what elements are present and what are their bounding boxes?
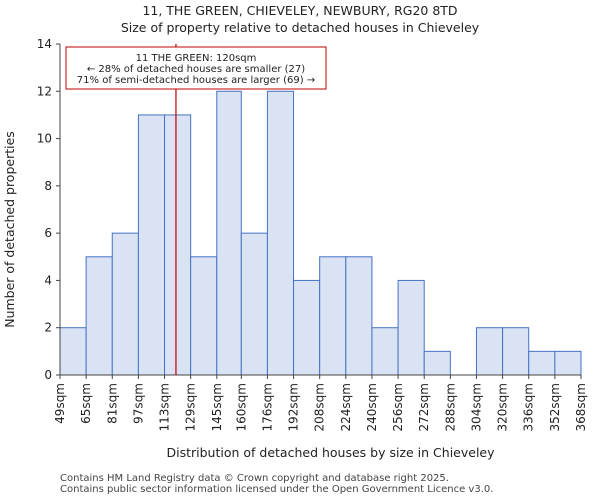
x-tick-label: 240sqm — [365, 383, 379, 431]
histogram-bar — [111, 232, 139, 376]
histogram-bar — [293, 279, 321, 376]
histogram-bar — [164, 114, 192, 376]
y-tick-label: 6 — [44, 226, 52, 240]
histogram-bar — [216, 90, 242, 376]
histogram-bar — [266, 90, 295, 376]
footer-licence: Contains public sector information licen… — [60, 484, 494, 495]
histogram-bar — [397, 279, 425, 376]
x-tick-label: 97sqm — [131, 383, 145, 424]
footer-copyright: Contains HM Land Registry data © Crown c… — [60, 473, 449, 484]
x-tick-label: 65sqm — [79, 383, 93, 424]
x-tick-label: 208sqm — [313, 383, 327, 431]
x-tick-label: 352sqm — [548, 383, 562, 431]
y-tick-label: 10 — [37, 132, 52, 146]
x-axis-label: Distribution of detached houses by size … — [166, 445, 495, 460]
y-tick-label: 4 — [44, 273, 52, 287]
x-tick-label: 192sqm — [287, 383, 301, 431]
x-tick-label: 224sqm — [339, 383, 353, 431]
histogram-bar — [502, 327, 530, 376]
x-tick-label: 129sqm — [184, 383, 198, 431]
histogram-bar — [528, 350, 556, 376]
annotation-title: 11 THE GREEN: 120sqm — [136, 53, 257, 64]
histogram-bar — [371, 327, 399, 376]
y-tick-label: 2 — [44, 321, 52, 335]
histogram-bar — [240, 232, 268, 376]
y-tick-label: 0 — [44, 368, 52, 382]
histogram-bar — [59, 327, 87, 376]
y-tick-label: 12 — [37, 84, 52, 98]
x-tick-label: 113sqm — [158, 383, 172, 431]
annotation-box — [65, 46, 327, 90]
histogram-bar — [190, 256, 218, 376]
x-tick-label: 160sqm — [234, 383, 248, 431]
y-tick-label: 14 — [37, 37, 52, 51]
chart-subtitle: Size of property relative to detached ho… — [120, 20, 480, 35]
y-tick-label: 8 — [44, 179, 52, 193]
x-tick-label: 176sqm — [260, 383, 274, 431]
annotation-larger: 71% of semi-detached houses are larger (… — [77, 75, 315, 86]
histogram-bar — [475, 327, 504, 376]
histogram-bar — [423, 350, 451, 376]
x-tick-label: 368sqm — [574, 383, 588, 431]
x-tick-label: 304sqm — [469, 383, 483, 431]
histogram-bar — [319, 256, 347, 376]
x-tick-label: 145sqm — [210, 383, 224, 431]
x-tick-label: 320sqm — [496, 383, 510, 431]
histogram-bar — [554, 350, 582, 376]
annotation-smaller: ← 28% of detached houses are smaller (27… — [87, 64, 305, 75]
x-tick-label: 336sqm — [522, 383, 536, 431]
x-tick-label: 81sqm — [105, 383, 119, 424]
x-tick-label: 288sqm — [443, 383, 457, 431]
histogram-bar — [345, 256, 373, 376]
x-tick-label: 256sqm — [391, 383, 405, 431]
chart-title: 11, THE GREEN, CHIEVELEY, NEWBURY, RG20 … — [142, 3, 458, 18]
histogram-bar — [85, 256, 113, 376]
x-tick-label: 49sqm — [53, 383, 67, 424]
y-axis-label: Number of detached properties — [2, 131, 17, 328]
x-tick-label: 272sqm — [417, 383, 431, 431]
histogram-bar — [137, 114, 166, 376]
